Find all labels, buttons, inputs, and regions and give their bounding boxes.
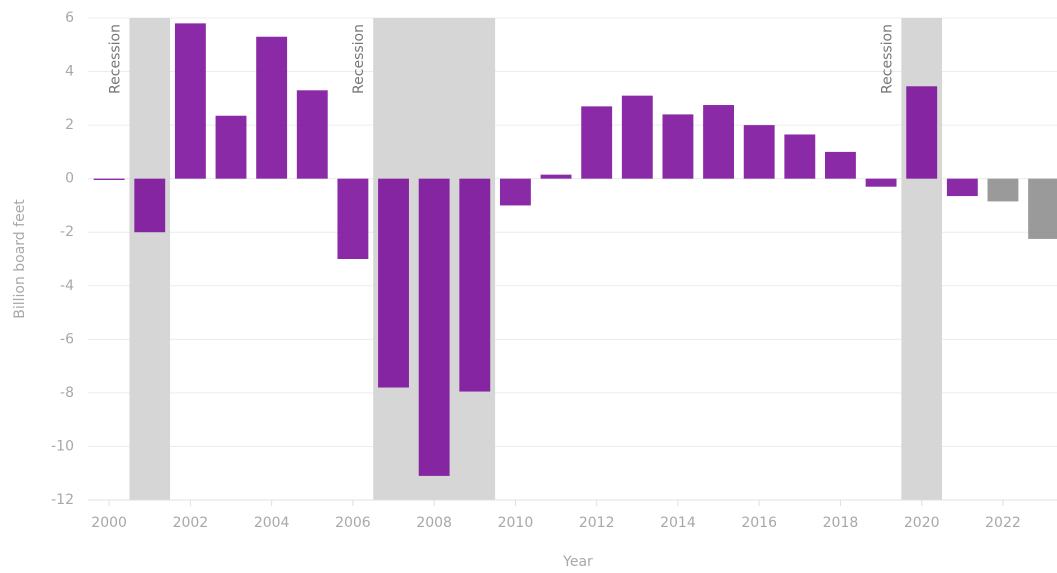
- x-tick-label: 2012: [579, 515, 615, 531]
- bar: [256, 36, 288, 179]
- bar: [825, 151, 856, 179]
- x-tick-label: 2020: [904, 515, 940, 531]
- bar: [215, 115, 247, 179]
- bar: [987, 178, 1019, 202]
- x-axis-label: Year: [562, 554, 593, 570]
- recession-label: Recession: [351, 24, 367, 94]
- x-tick-label: 2002: [173, 515, 209, 531]
- y-tick-label: -6: [60, 331, 74, 347]
- bar: [865, 178, 897, 187]
- y-tick-label: -8: [60, 385, 74, 401]
- bar: [93, 178, 125, 181]
- bar: [337, 178, 369, 259]
- bar: [906, 86, 938, 179]
- bar: [1028, 178, 1057, 239]
- bar: [662, 114, 694, 179]
- y-tick-label: -10: [51, 438, 74, 454]
- bar: [134, 178, 166, 233]
- bar: [418, 178, 450, 476]
- y-tick-label: 0: [65, 171, 74, 187]
- bar: [621, 95, 653, 179]
- x-tick-label: 2010: [498, 515, 534, 531]
- y-tick-label: 2: [65, 117, 74, 133]
- bar: [784, 134, 816, 179]
- x-tick-label: 2008: [416, 515, 452, 531]
- bar: [581, 106, 613, 179]
- bar: [499, 178, 531, 206]
- y-tick-label: -2: [60, 224, 74, 240]
- y-tick-label: -4: [60, 278, 74, 294]
- recession-label: Recession: [107, 24, 123, 94]
- y-tick-label: -12: [51, 492, 74, 508]
- bar: [459, 178, 491, 392]
- recession-label: Recession: [879, 24, 895, 94]
- x-tick-label: 2000: [91, 515, 127, 531]
- bar: [703, 105, 734, 179]
- x-tick-label: 2018: [823, 515, 859, 531]
- bar: [174, 23, 206, 179]
- bar: [946, 178, 978, 197]
- x-tick-label: 2014: [660, 515, 696, 531]
- y-tick-label: 4: [65, 64, 74, 80]
- y-axis-label: Billion board feet: [12, 199, 28, 319]
- bar: [378, 178, 409, 388]
- recession-band: [129, 18, 171, 500]
- y-tick-label: 6: [65, 10, 74, 26]
- bar: [743, 125, 775, 179]
- bar: [540, 174, 572, 179]
- bar: [296, 90, 328, 179]
- x-tick-label: 2016: [741, 515, 777, 531]
- x-tick-label: 2006: [335, 515, 371, 531]
- x-tick-label: 2004: [254, 515, 290, 531]
- x-tick-label: 2022: [985, 515, 1021, 531]
